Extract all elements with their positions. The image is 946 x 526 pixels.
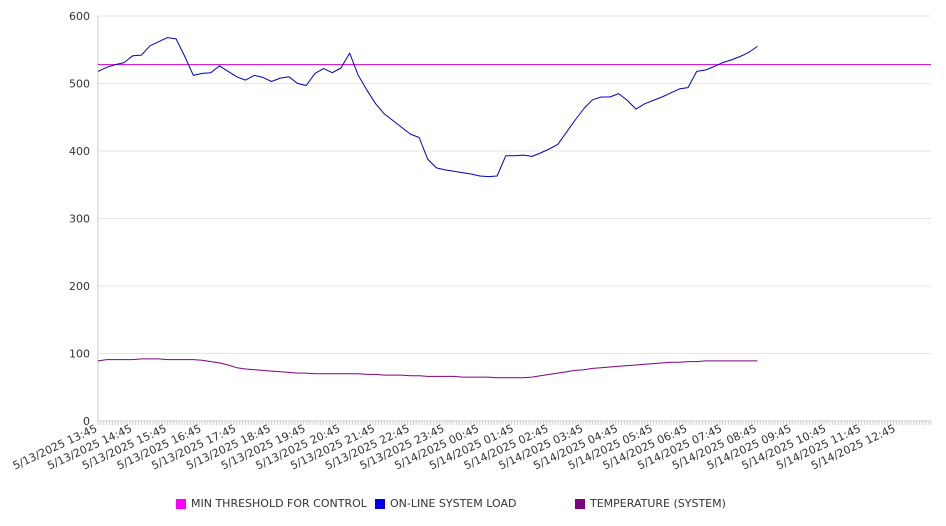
legend-label-temperature: TEMPERATURE (SYSTEM) (590, 497, 726, 510)
legend-item-system-load[interactable]: ON-LINE SYSTEM LOAD (375, 497, 516, 510)
y-tick-label-500: 500 (69, 78, 90, 91)
legend-swatch-temperature (575, 498, 585, 509)
legend-label-system-load: ON-LINE SYSTEM LOAD (390, 497, 517, 510)
series-line-temperature (97, 358, 758, 379)
y-tick-label-600: 600 (69, 10, 90, 23)
y-tick-label-300: 300 (69, 213, 90, 226)
gridlines (98, 15, 931, 354)
legend-swatch-system-load (375, 498, 385, 509)
legend-item-temperature[interactable]: TEMPERATURE (SYSTEM) (575, 497, 726, 510)
y-tick-label-0: 0 (83, 415, 90, 428)
series-lines (97, 37, 931, 379)
y-tick-labels: 0 100 200 300 400 500 600 (69, 10, 90, 428)
legend-label-min-threshold: MIN THRESHOLD FOR CONTROL (191, 497, 367, 510)
legend: MIN THRESHOLD FOR CONTROL ON-LINE SYSTEM… (0, 497, 946, 515)
y-tick-label-100: 100 (69, 348, 90, 361)
series-line-system-load (97, 37, 758, 178)
y-tick-label-400: 400 (69, 145, 90, 158)
x-tick-labels: 5/13/2025 13:455/13/2025 14:455/13/2025 … (11, 422, 898, 472)
axes (97, 16, 932, 425)
y-tick-label-200: 200 (69, 280, 90, 293)
legend-swatch-min-threshold (176, 498, 186, 509)
legend-item-min-threshold[interactable]: MIN THRESHOLD FOR CONTROL (176, 497, 367, 510)
